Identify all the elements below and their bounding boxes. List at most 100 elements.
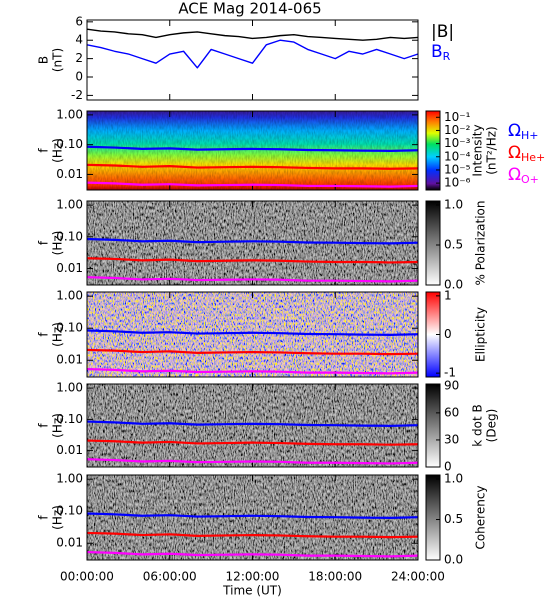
legend-label: ΩHe+ bbox=[508, 143, 545, 164]
colorbar-tick-label: -1 bbox=[444, 366, 456, 380]
colorbar-label: Ellipticity bbox=[474, 307, 488, 362]
x-axis-label: Time (UT) bbox=[222, 584, 282, 598]
y-tick-label: 0.01 bbox=[56, 536, 83, 550]
colorbar bbox=[425, 200, 441, 286]
colorbar-tick-label: 10⁻¹ bbox=[444, 110, 471, 124]
legend-name: |B| bbox=[431, 22, 454, 42]
y-tick-label: 1.00 bbox=[56, 472, 83, 486]
legend-subscript: He+ bbox=[521, 151, 545, 164]
y-tick-label: 0.10 bbox=[56, 412, 83, 426]
series-line bbox=[86, 458, 419, 465]
y-tick-label: 0.10 bbox=[56, 229, 83, 243]
colorbar-tick-label: 1 bbox=[444, 288, 452, 302]
series-line bbox=[86, 163, 419, 170]
series-line bbox=[86, 237, 419, 245]
y-tick-label: 2 bbox=[75, 51, 83, 65]
x-tick-label: 12:00:00 bbox=[226, 570, 280, 584]
plot-frame bbox=[86, 110, 419, 191]
y-axis-label: (Hz) bbox=[51, 322, 65, 347]
series-line bbox=[86, 257, 419, 264]
y-tick-label: 1.00 bbox=[56, 289, 83, 303]
colorbar-tick-label: 60 bbox=[444, 405, 459, 419]
legend-subscript: H+ bbox=[521, 129, 539, 142]
legend-subscript: R bbox=[443, 50, 451, 63]
plot-frame bbox=[86, 474, 419, 561]
y-tick-label: 6 bbox=[75, 14, 83, 28]
series-line bbox=[86, 348, 419, 356]
y-tick-label: -2 bbox=[71, 88, 83, 102]
series-line bbox=[86, 181, 419, 188]
legend-name: Ω bbox=[508, 121, 521, 141]
colorbar-tick-label: 0.5 bbox=[444, 238, 463, 252]
plot-frame bbox=[86, 200, 419, 286]
series-line bbox=[86, 145, 419, 152]
legend-label: BR bbox=[431, 42, 451, 63]
colorbar-label: Intensity bbox=[471, 124, 485, 176]
series-line bbox=[86, 28, 419, 41]
colorbar-tick-label: 0.5 bbox=[444, 512, 463, 526]
colorbar-tick-label: 10⁻³ bbox=[444, 136, 471, 150]
legend-label: ΩH+ bbox=[508, 121, 539, 142]
series-line bbox=[86, 439, 419, 446]
series-line bbox=[86, 531, 419, 539]
series-line bbox=[86, 39, 419, 69]
legend-subscript: O+ bbox=[521, 173, 539, 186]
y-tick-label: 0.01 bbox=[56, 261, 83, 275]
colorbar-tick-label: 0 bbox=[444, 460, 452, 474]
colorbar-tick-label: 90 bbox=[444, 378, 459, 392]
colorbar-label: % Polarization bbox=[474, 201, 488, 286]
colorbar bbox=[425, 110, 441, 191]
y-tick-label: 0.10 bbox=[56, 137, 83, 151]
x-tick-label: 00:00:00 bbox=[60, 570, 114, 584]
legend-name: Ω bbox=[508, 165, 521, 185]
y-tick-label: 4 bbox=[75, 33, 83, 47]
y-axis-label: (Hz) bbox=[51, 505, 65, 530]
y-tick-label: 0 bbox=[75, 70, 83, 84]
plot-frame bbox=[86, 19, 419, 101]
x-tick-label: 24:00:00 bbox=[391, 570, 445, 584]
colorbar-tick-label: 10⁻⁴ bbox=[444, 149, 471, 163]
plot-frame bbox=[86, 291, 419, 378]
y-axis-label: f bbox=[37, 515, 51, 520]
colorbar-tick-label: 0.0 bbox=[444, 278, 463, 292]
y-axis-label: B bbox=[37, 56, 51, 64]
legend-name: Ω bbox=[508, 143, 521, 163]
colorbar-label: (Deg) bbox=[485, 409, 499, 443]
series-line bbox=[86, 550, 419, 558]
legend-label: |B| bbox=[431, 22, 454, 42]
series-line bbox=[86, 512, 419, 519]
colorbar-label: Coherency bbox=[474, 485, 488, 549]
colorbar-tick-label: 10⁻⁵ bbox=[444, 162, 471, 176]
plot-frame bbox=[86, 383, 419, 468]
series-line bbox=[86, 329, 419, 336]
y-tick-label: 1.00 bbox=[56, 198, 83, 212]
y-axis-label: (Hz) bbox=[51, 231, 65, 256]
y-axis-label: (Hz) bbox=[51, 138, 65, 163]
y-tick-label: 0.10 bbox=[56, 321, 83, 335]
x-tick-label: 18:00:00 bbox=[308, 570, 362, 584]
legend-label: ΩO+ bbox=[508, 165, 539, 186]
colorbar-tick-label: 1.0 bbox=[444, 472, 463, 486]
colorbar-tick-label: 1.0 bbox=[444, 198, 463, 212]
y-tick-label: 0.10 bbox=[56, 504, 83, 518]
colorbar-tick-label: 10⁻² bbox=[444, 123, 471, 137]
y-tick-label: 0.01 bbox=[56, 443, 83, 457]
colorbar-tick-label: 0 bbox=[444, 327, 452, 341]
colorbar-label: (nT²/Hz) bbox=[485, 126, 499, 174]
colorbar-tick-label: 0.0 bbox=[444, 553, 463, 567]
series-line bbox=[86, 420, 419, 427]
y-axis-label: f bbox=[37, 423, 51, 428]
colorbar-tick-label: 10⁻⁶ bbox=[444, 176, 471, 190]
y-axis-label: f bbox=[37, 332, 51, 337]
y-axis-label: f bbox=[37, 240, 51, 245]
colorbar-tick-label: 30 bbox=[444, 432, 459, 446]
chart-title: ACE Mag 2014-065 bbox=[178, 0, 321, 18]
series-line bbox=[86, 367, 419, 375]
colorbar-label: k dot B bbox=[471, 404, 485, 446]
y-tick-label: 1.00 bbox=[56, 107, 83, 121]
legend-name: B bbox=[431, 42, 443, 62]
y-tick-label: 1.00 bbox=[56, 381, 83, 395]
y-tick-label: 0.01 bbox=[56, 353, 83, 367]
x-tick-label: 06:00:00 bbox=[143, 570, 197, 584]
